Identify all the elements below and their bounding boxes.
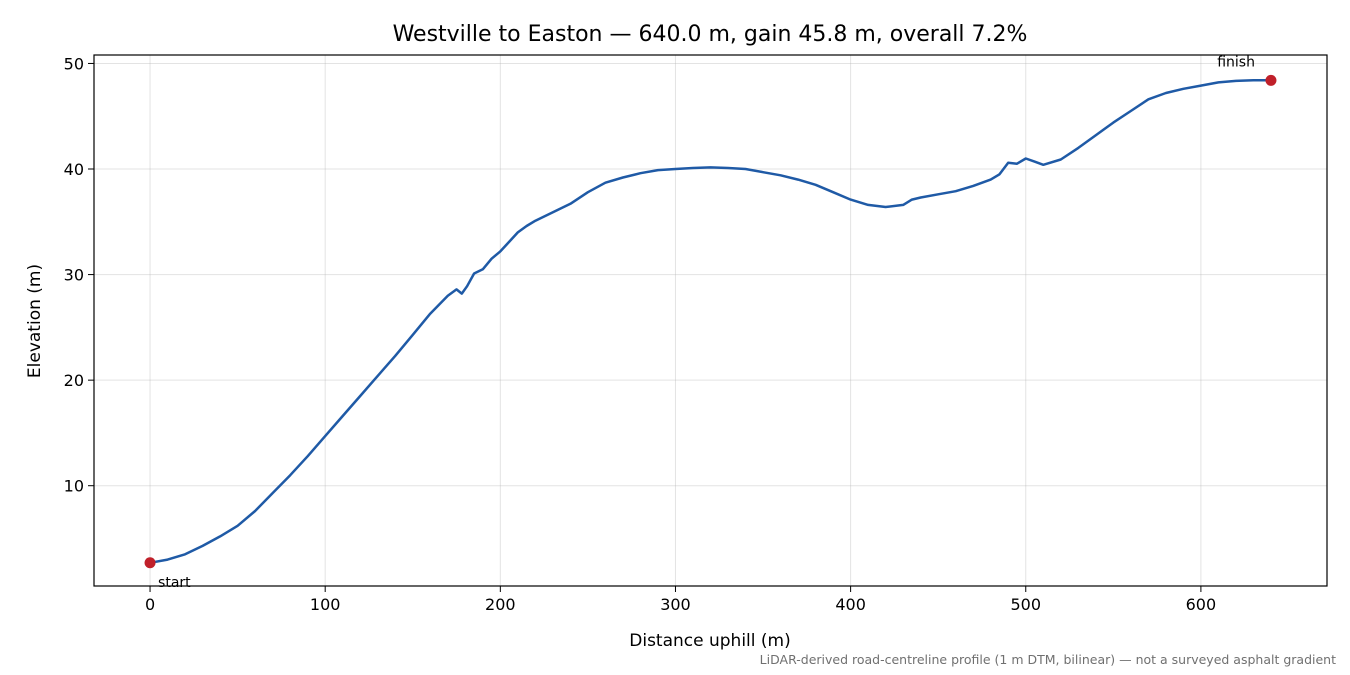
elevation-line (149, 79, 1271, 565)
markers-layer: start finish (144, 54, 1277, 591)
finish-marker (1265, 74, 1277, 86)
y-tick-label: 40 (64, 160, 84, 179)
x-tick-label: 600 (1186, 595, 1217, 614)
grid (94, 55, 1327, 586)
y-tick-label: 30 (64, 266, 84, 285)
x-tick-label: 100 (310, 595, 341, 614)
start-marker (144, 557, 156, 569)
chart-title: Westville to Easton — 640.0 m, gain 45.8… (393, 22, 1028, 47)
x-tick-label: 0 (145, 595, 155, 614)
y-tick-label: 20 (64, 371, 84, 390)
x-axis-label: Distance uphill (m) (629, 631, 790, 651)
finish-label: finish (1217, 54, 1255, 70)
x-tick-label: 200 (485, 595, 516, 614)
footnote: LiDAR-derived road-centreline profile (1… (760, 652, 1336, 667)
start-label: start (158, 575, 191, 591)
x-axis-ticks: 0 100 200 300 400 500 600 (145, 586, 1216, 614)
x-tick-label: 400 (835, 595, 866, 614)
series-layer (149, 79, 1271, 565)
x-tick-label: 300 (660, 595, 691, 614)
y-tick-label: 50 (64, 54, 84, 73)
plot-area (93, 54, 1328, 587)
y-axis-label: Elevation (m) (25, 264, 45, 378)
x-tick-label: 500 (1010, 595, 1041, 614)
y-tick-label: 10 (64, 477, 84, 496)
y-axis-ticks: 10 20 30 40 50 (64, 54, 94, 496)
